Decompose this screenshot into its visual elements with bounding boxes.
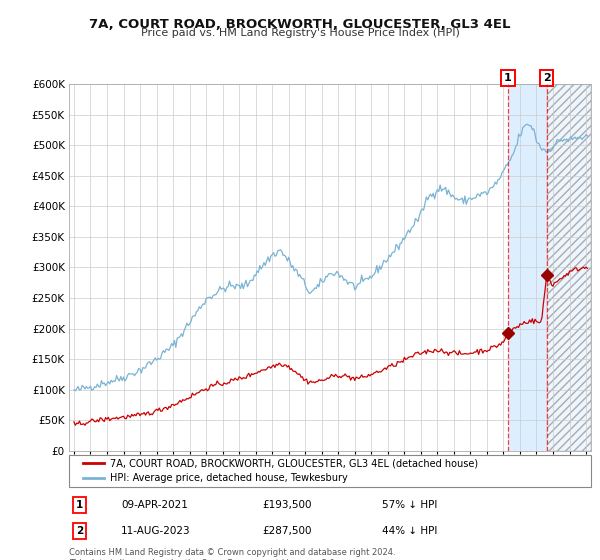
Bar [508,84,547,451]
Text: 1: 1 [76,500,83,510]
Text: £193,500: £193,500 [262,500,311,510]
Bar [547,84,591,451]
Text: 2: 2 [543,73,551,83]
Text: 09-APR-2021: 09-APR-2021 [121,500,188,510]
Text: £287,500: £287,500 [262,526,311,535]
Text: 1: 1 [504,73,512,83]
FancyBboxPatch shape [69,455,591,487]
Text: Contains HM Land Registry data © Crown copyright and database right 2024.
This d: Contains HM Land Registry data © Crown c… [69,548,395,560]
Text: 2: 2 [76,526,83,535]
Text: 11-AUG-2023: 11-AUG-2023 [121,526,191,535]
Text: 57% ↓ HPI: 57% ↓ HPI [382,500,437,510]
Text: 7A, COURT ROAD, BROCKWORTH, GLOUCESTER, GL3 4EL: 7A, COURT ROAD, BROCKWORTH, GLOUCESTER, … [89,18,511,31]
Text: Price paid vs. HM Land Registry's House Price Index (HPI): Price paid vs. HM Land Registry's House … [140,28,460,38]
Text: 44% ↓ HPI: 44% ↓ HPI [382,526,437,535]
Legend: 7A, COURT ROAD, BROCKWORTH, GLOUCESTER, GL3 4EL (detached house), HPI: Average p: 7A, COURT ROAD, BROCKWORTH, GLOUCESTER, … [79,455,482,487]
Bar [547,84,591,451]
